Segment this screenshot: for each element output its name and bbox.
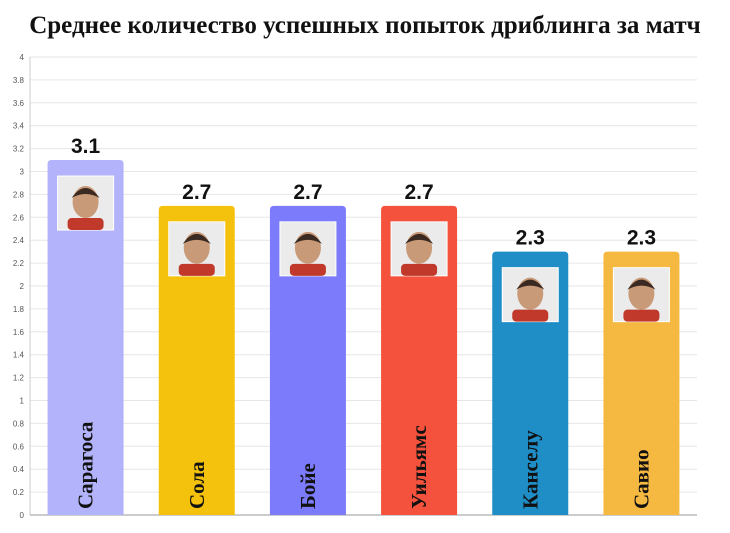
y-tick-label: 1.6 xyxy=(13,328,25,337)
y-tick-label: 1.8 xyxy=(13,305,25,314)
y-tick-label: 0.4 xyxy=(13,465,25,474)
hair-icon xyxy=(627,279,656,290)
y-tick-label: 1 xyxy=(20,397,25,406)
category-label: Сола xyxy=(185,461,209,509)
y-tick-label: 3.6 xyxy=(13,99,25,108)
value-label: 2.3 xyxy=(516,227,545,250)
category-label: Сарагоса xyxy=(74,421,98,509)
jersey-icon xyxy=(178,263,215,276)
category-label: Уильямс xyxy=(407,425,431,509)
y-tick-label: 3.2 xyxy=(13,145,25,154)
y-tick-label: 2.4 xyxy=(13,236,25,245)
jersey-icon xyxy=(401,263,438,276)
y-tick-label: 2.6 xyxy=(13,213,25,222)
hair-icon xyxy=(516,279,545,290)
hair-icon xyxy=(405,233,434,244)
hair-icon xyxy=(293,233,322,244)
hair-icon xyxy=(182,233,211,244)
bar xyxy=(381,205,458,515)
y-tick-label: 2.2 xyxy=(13,259,25,268)
y-tick-label: 3 xyxy=(20,168,25,177)
value-label: 3.1 xyxy=(71,135,101,158)
y-tick-label: 0 xyxy=(20,511,25,520)
y-tick-label: 0.6 xyxy=(13,442,25,451)
y-tick-label: 3.8 xyxy=(13,76,25,85)
bar xyxy=(269,205,346,515)
jersey-icon xyxy=(512,309,549,322)
value-label: 2.3 xyxy=(627,227,656,250)
category-label: Канселу xyxy=(518,430,542,509)
y-tick-label: 2 xyxy=(20,282,25,291)
value-label: 2.7 xyxy=(182,181,211,204)
value-label: 2.7 xyxy=(404,181,433,204)
y-tick-label: 1.4 xyxy=(13,351,25,360)
y-tick-label: 0.2 xyxy=(13,488,25,497)
y-tick-label: 0.8 xyxy=(13,419,25,428)
y-tick-label: 3.4 xyxy=(13,122,25,131)
jersey-icon xyxy=(67,218,104,231)
value-label: 2.7 xyxy=(293,181,322,204)
category-label: Бойе xyxy=(296,463,320,509)
y-tick-label: 1.2 xyxy=(13,374,25,383)
y-tick-label: 4 xyxy=(20,53,25,62)
bar xyxy=(158,205,235,515)
jersey-icon xyxy=(623,309,660,322)
y-tick-label: 2.8 xyxy=(13,190,25,199)
chart-title: Среднее количество успешных попыток дриб… xyxy=(29,12,701,39)
hair-icon xyxy=(71,188,100,199)
category-label: Савио xyxy=(629,449,653,509)
jersey-icon xyxy=(289,263,326,276)
bar xyxy=(47,160,124,516)
